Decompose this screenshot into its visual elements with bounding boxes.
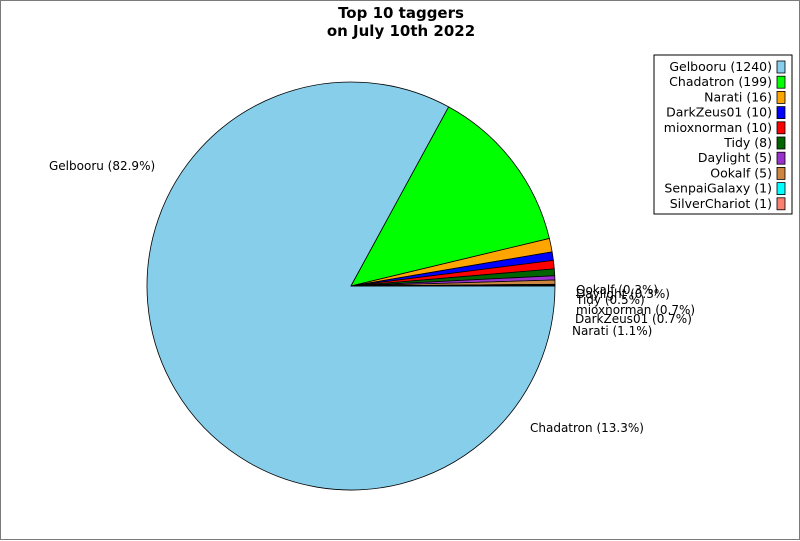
slice-label-tidy: Tidy (0.5%) — [575, 293, 645, 307]
legend-box — [653, 54, 793, 215]
legend-swatch-mioxnorman — [776, 121, 786, 135]
legend-label-silverchariot: SilverChariot (1) — [670, 196, 772, 211]
legend-label-narati: Narati (16) — [704, 89, 772, 104]
legend-swatch-narati — [776, 91, 786, 104]
legend-label-tidy: Tidy (8) — [723, 135, 772, 150]
chart-title: Top 10 taggers — [338, 4, 464, 22]
slice-labels: Gelbooru (82.9%) Chadatron (13.3%) Narati … — [49, 159, 695, 435]
slice-label-daylight: Daylight (0.3%) — [576, 287, 670, 301]
legend-swatch-ookalf — [776, 166, 786, 180]
slice-label-gelbooru: Gelbooru (82.9%) — [49, 159, 155, 173]
legend-label-chadatron: Chadatron (199) — [669, 74, 772, 89]
legend-label-gelbooru: Gelbooru (1240) — [669, 59, 772, 74]
legend-swatch-silverchariot — [776, 197, 786, 211]
slice-label-ookalf: Ookalf (0.3%) — [576, 283, 658, 297]
legend-swatch-darkzeus01 — [776, 106, 786, 119]
slice-label-narati: Narati (1.1%) — [572, 324, 652, 338]
legend-label-senpaigalaxy: SenpaiGalaxy (1) — [664, 181, 772, 196]
legend-label-darkzeus01: DarkZeus01 (10) — [666, 105, 772, 120]
legend-swatch-gelbooru — [776, 60, 786, 74]
legend-swatch-daylight — [776, 151, 786, 165]
legend: Gelbooru (1240)Chadatron (199)Narati (16… — [653, 54, 793, 215]
slice-label-mioxnorman: mioxnorman (0.7%) — [576, 303, 695, 317]
legend-label-ookalf: Ookalf (5) — [710, 165, 772, 180]
slice-label-chadatron: Chadatron (13.3%) — [530, 421, 644, 435]
legend-swatch-tidy — [776, 136, 786, 150]
pie-slice-chadatron — [350, 106, 550, 287]
chart-subtitle: on July 10th 2022 — [327, 22, 475, 40]
pie-slices — [146, 81, 556, 491]
legend-label-mioxnorman: mioxnorman (10) — [664, 120, 772, 135]
legend-swatch-chadatron — [776, 75, 786, 89]
slice-label-darkzeus01: DarkZeus01 (0.7%) — [575, 312, 692, 326]
pie-slice-silverchariot — [350, 284, 556, 287]
legend-label-daylight: Daylight (5) — [698, 150, 772, 165]
legend-swatch-senpaigalaxy — [776, 182, 786, 196]
